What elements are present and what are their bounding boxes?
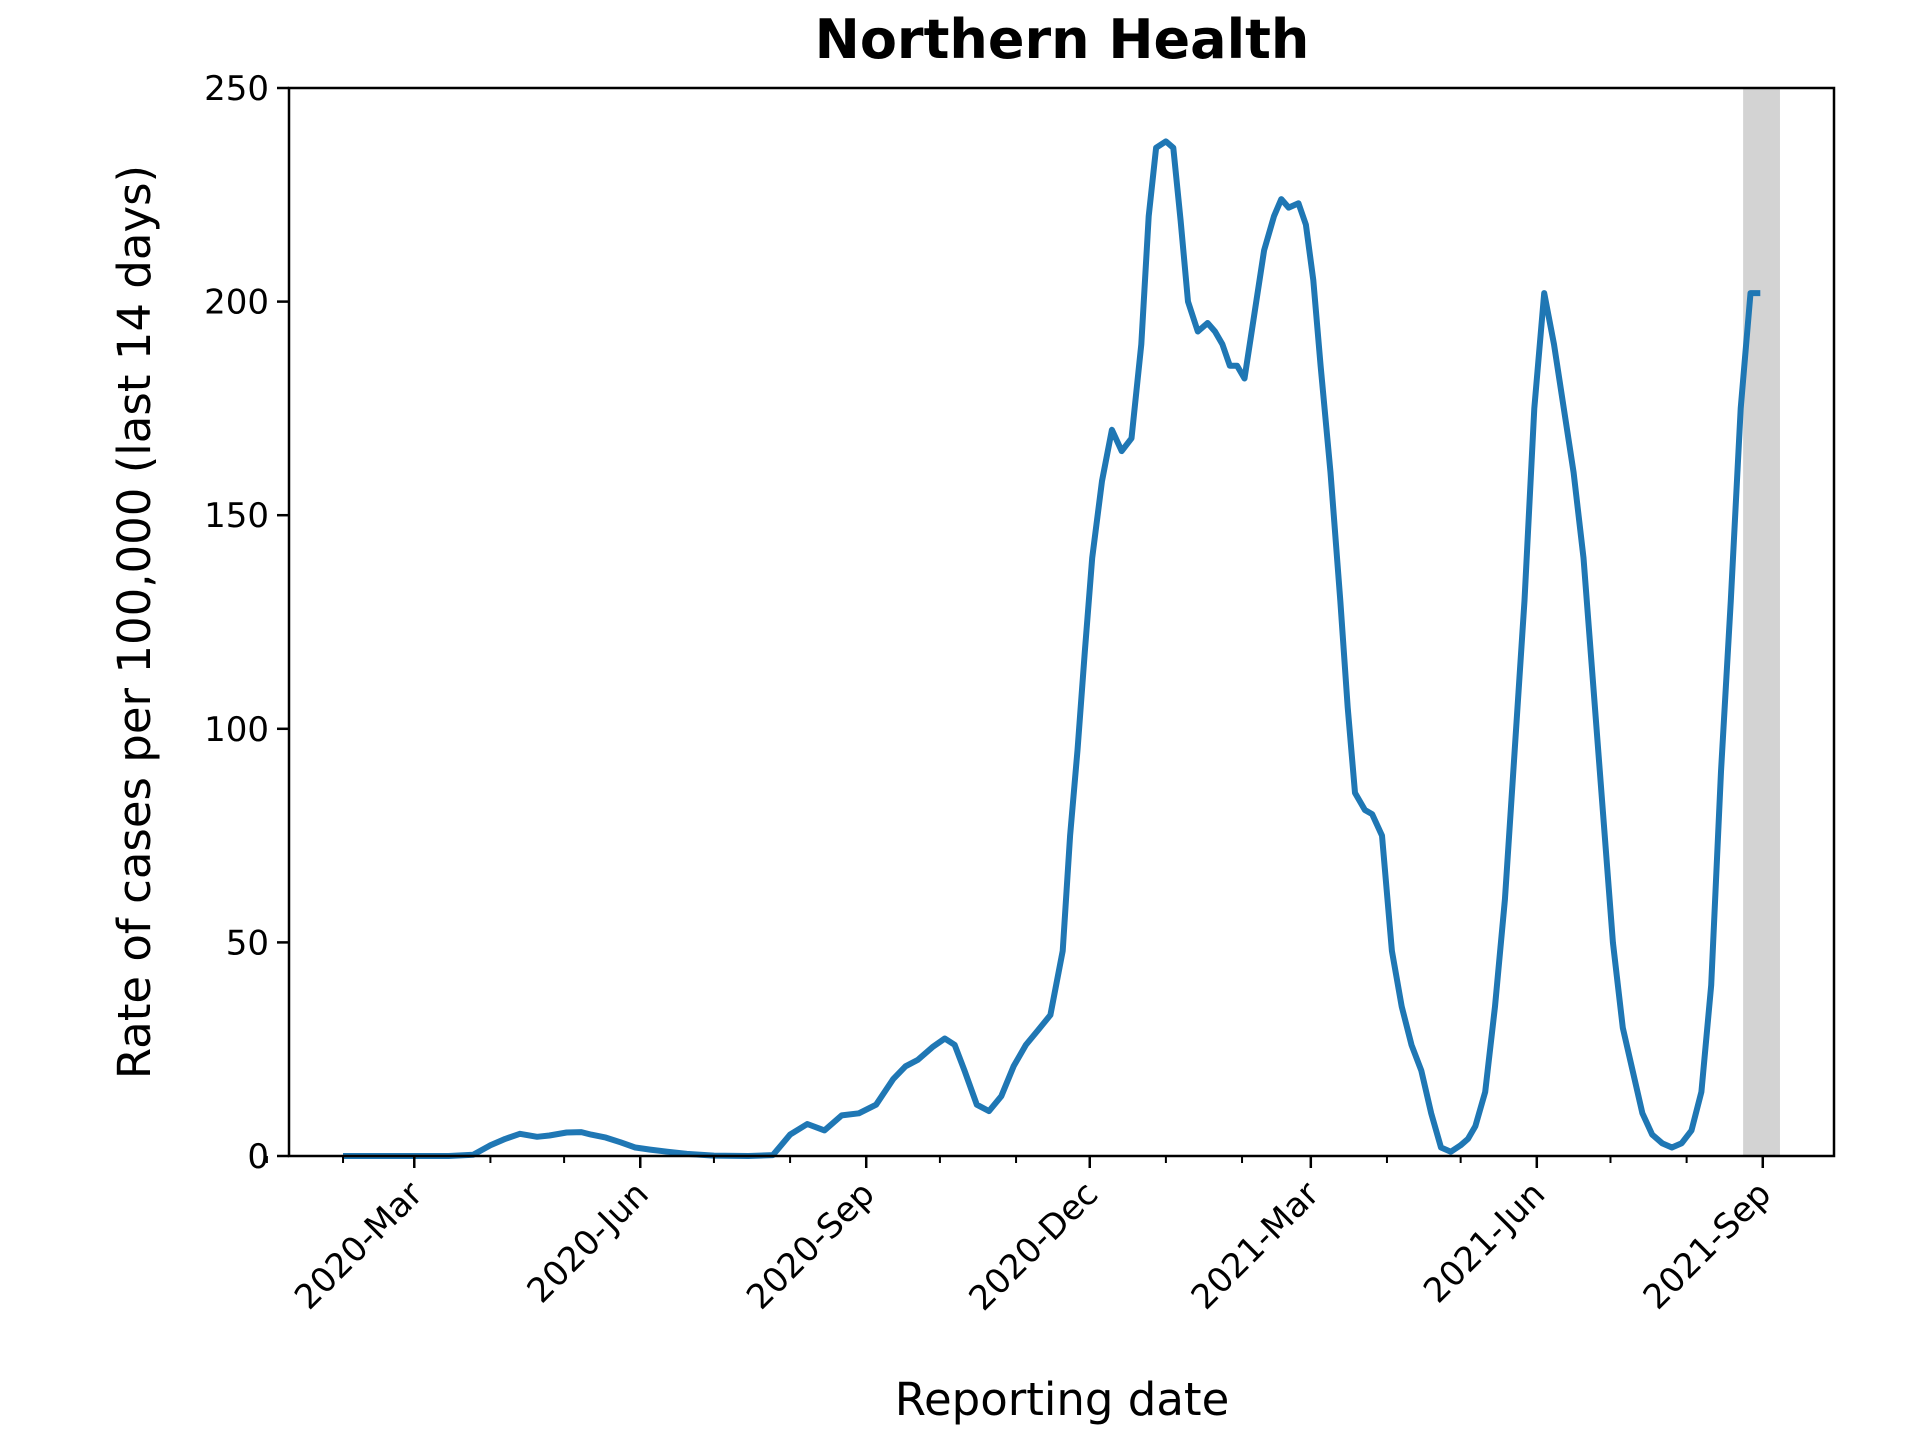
y-tick-label: 50	[226, 923, 269, 963]
y-tick-label: 200	[204, 283, 269, 323]
shaded-region	[1743, 88, 1780, 1156]
y-axis-label: Rate of cases per 100,000 (last 14 days)	[108, 165, 161, 1079]
plot-frame	[287, 86, 1836, 1158]
y-tick-label: 150	[204, 496, 269, 536]
x-axis-ticks: 2020-Mar 2020-Jun 2020-Sep 2020-Dec 2021-Mar…	[265, 1156, 1779, 1319]
series-line-0	[343, 138, 1761, 1159]
x-tick-label: 2020-Mar	[287, 1174, 431, 1318]
x-tick-label: 2021-Sep	[1636, 1174, 1779, 1317]
x-axis-label: Reporting date	[895, 1373, 1230, 1426]
series-layer	[343, 138, 1761, 1159]
chart-title: Northern Health	[815, 8, 1310, 71]
x-tick-label: 2020-Jun	[520, 1174, 657, 1311]
y-tick-label: 250	[204, 69, 269, 109]
y-tick-label: 0	[247, 1137, 269, 1177]
shaded-region-layer	[1743, 88, 1780, 1156]
y-axis-ticks: 0 50 100 150 200 250	[204, 69, 289, 1177]
y-tick-label: 100	[204, 710, 269, 750]
x-tick-label: 2020-Sep	[739, 1174, 882, 1317]
x-tick-label: 2021-Mar	[1184, 1174, 1328, 1318]
x-tick-label: 2021-Jun	[1416, 1174, 1553, 1311]
x-tick-label: 2020-Dec	[961, 1174, 1106, 1319]
